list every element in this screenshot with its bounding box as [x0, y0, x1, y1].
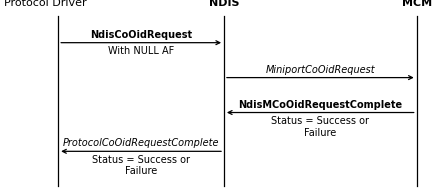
Text: With NULL AF: With NULL AF — [108, 46, 174, 56]
Text: MCM: MCM — [401, 0, 432, 8]
Text: NDIS: NDIS — [209, 0, 239, 8]
Text: NdisCoOidRequest: NdisCoOidRequest — [90, 30, 192, 40]
Text: MiniportCoOidRequest: MiniportCoOidRequest — [266, 65, 375, 75]
Text: Status = Success or
Failure: Status = Success or Failure — [92, 155, 190, 176]
Text: Protocol Driver: Protocol Driver — [4, 0, 87, 8]
Text: Status = Success or
Failure: Status = Success or Failure — [271, 116, 369, 138]
Text: ProtocolCoOidRequestComplete: ProtocolCoOidRequestComplete — [63, 138, 220, 148]
Text: NdisMCoOidRequestComplete: NdisMCoOidRequestComplete — [238, 100, 402, 110]
